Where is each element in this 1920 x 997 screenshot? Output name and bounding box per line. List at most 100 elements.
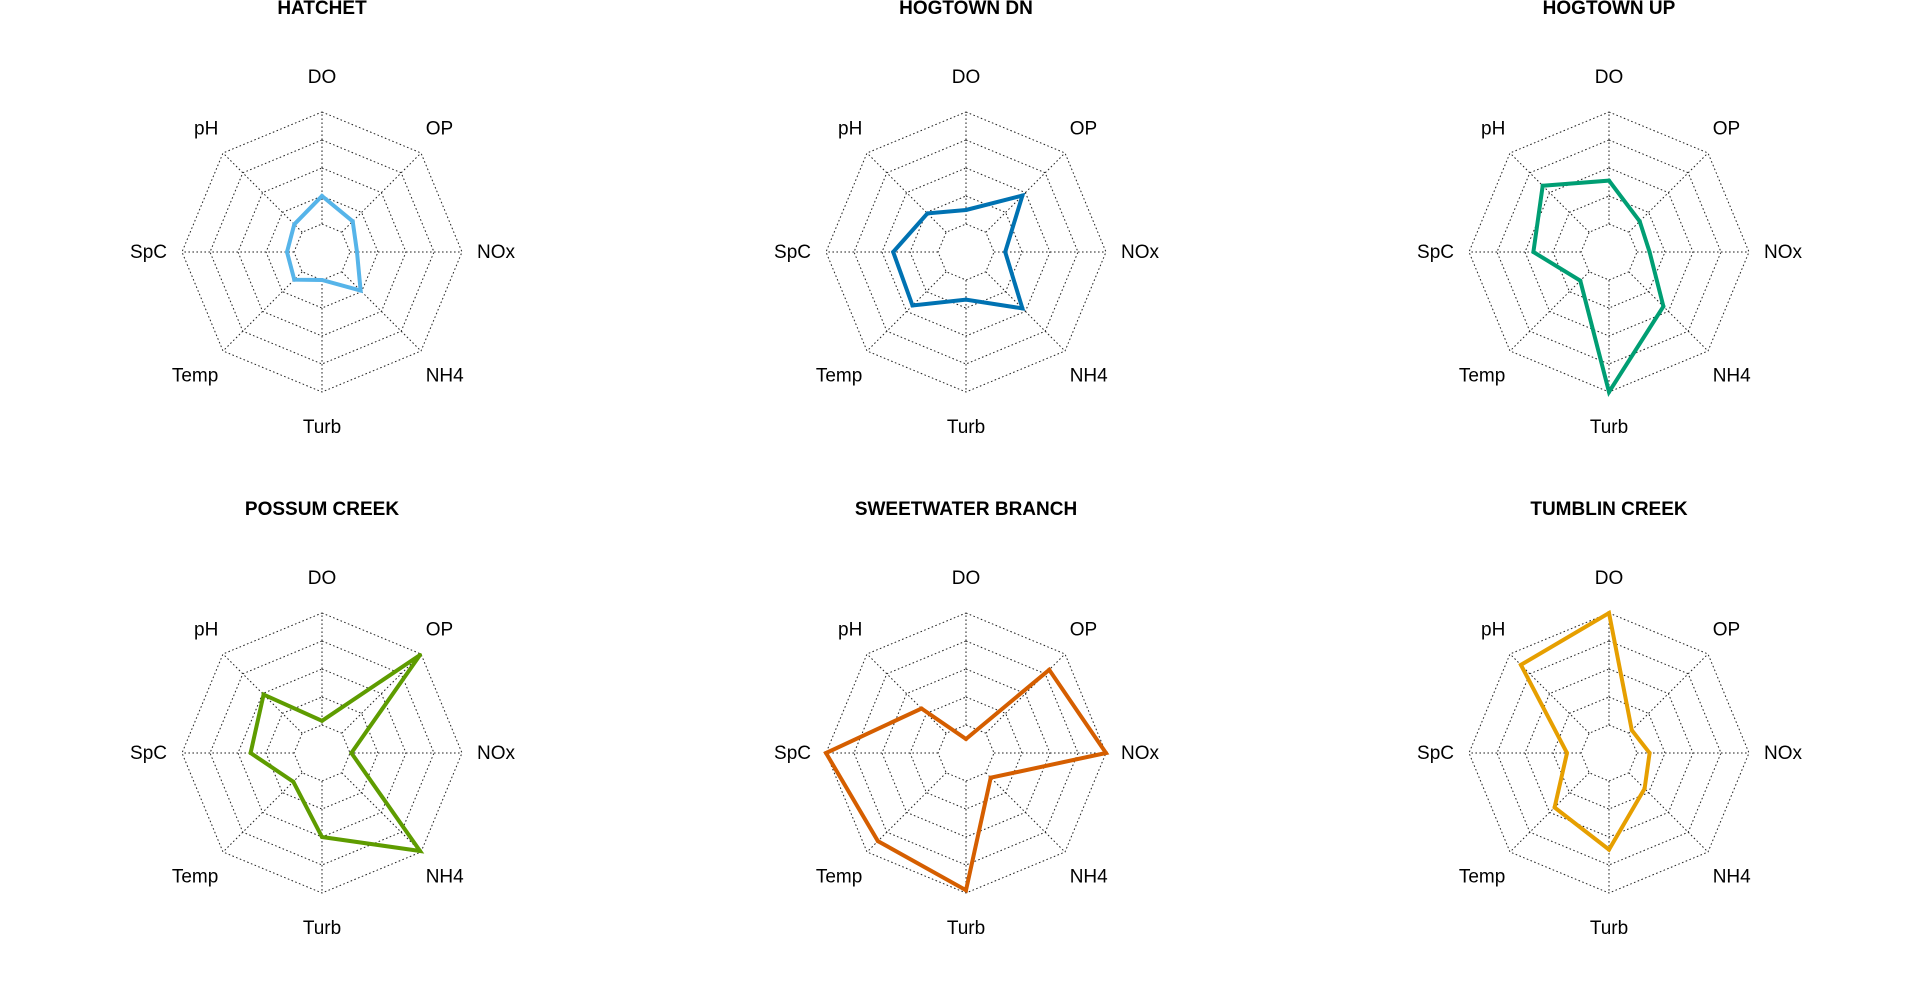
axis-label-turb: Turb xyxy=(303,417,341,438)
grid-ring xyxy=(909,696,1023,810)
data-point-nox xyxy=(1647,250,1652,254)
grid-ring xyxy=(1552,195,1666,309)
data-point-op xyxy=(350,219,355,224)
axis-label-op: OP xyxy=(1713,118,1740,139)
radar-panel-hatchet: HATCHET DO OP NOx NH4 Turb Temp SpC pH xyxy=(130,0,515,438)
data-point-nox xyxy=(1003,250,1008,254)
axis-label-nox: NOx xyxy=(1121,743,1160,764)
grid-spoke xyxy=(866,653,947,734)
axis-label-nh4: NH4 xyxy=(426,366,464,387)
series-line xyxy=(284,193,363,294)
axis-label-turb: Turb xyxy=(947,918,985,939)
grid-ring xyxy=(909,195,1023,309)
radar-panel-possum-creek: POSSUM CREEK DO OP NOx NH4 Turb Temp SpC pH xyxy=(130,499,515,939)
axis-label-ph: pH xyxy=(1481,619,1505,640)
axis-label-spc: SpC xyxy=(1417,743,1454,764)
grid-ring xyxy=(181,111,463,393)
axis-label-op: OP xyxy=(1070,118,1097,139)
axis-label-nh4: NH4 xyxy=(426,867,464,888)
grid-spoke xyxy=(866,772,947,853)
radar-panel-sweetwater-branch: SWEETWATER BRANCH DO OP NOx NH4 Turb Temp SpC pH xyxy=(774,499,1159,939)
data-point-ph xyxy=(261,692,266,697)
data-point-turb xyxy=(1607,847,1611,852)
data-point-do xyxy=(1607,178,1611,183)
panel-title: HOGTOWN DN xyxy=(899,0,1033,19)
axis-label-spc: SpC xyxy=(130,743,167,764)
data-point-nox xyxy=(1104,751,1108,755)
panel-title: HATCHET xyxy=(277,0,367,19)
axis-label-temp: Temp xyxy=(172,867,218,888)
data-point-spc xyxy=(248,751,253,755)
grid-ring xyxy=(881,668,1051,838)
data-point-nh4 xyxy=(358,288,363,293)
data-point-op xyxy=(1047,667,1052,672)
axis-label-turb: Turb xyxy=(303,918,341,939)
grid-ring xyxy=(209,640,435,866)
grid-spoke xyxy=(985,152,1066,233)
data-point-ph xyxy=(919,706,924,711)
panel-title: POSSUM CREEK xyxy=(245,499,399,520)
data-point-spc xyxy=(824,751,828,755)
grid-spoke xyxy=(222,271,303,352)
grid-spoke xyxy=(222,152,303,233)
data-point-nh4 xyxy=(418,849,422,853)
axis-label-turb: Turb xyxy=(1590,918,1628,939)
axis-label-temp: Temp xyxy=(1459,867,1505,888)
grid-ring xyxy=(937,724,995,782)
axis-label-temp: Temp xyxy=(1459,366,1505,387)
data-point-temp xyxy=(1552,805,1557,810)
axis-label-nh4: NH4 xyxy=(1070,867,1108,888)
axis-label-turb: Turb xyxy=(1590,417,1628,438)
axis-label-ph: pH xyxy=(838,619,862,640)
grid-ring xyxy=(1496,640,1722,866)
grid-spoke xyxy=(985,271,1066,352)
grid-ring xyxy=(1496,139,1722,365)
radar-panel-tumblin-creek: TUMBLIN CREEK DO OP NOx NH4 Turb Temp SpC pH xyxy=(1417,499,1802,939)
grid-spoke xyxy=(341,152,422,233)
grid-ring xyxy=(825,111,1107,393)
data-point-nh4 xyxy=(1020,306,1025,311)
axis-label-nox: NOx xyxy=(1121,242,1160,263)
grid-ring xyxy=(293,223,351,281)
grid-ring xyxy=(1468,612,1750,894)
panel-title: TUMBLIN CREEK xyxy=(1530,499,1688,520)
grid-spoke xyxy=(985,653,1066,734)
data-point-spc xyxy=(1565,751,1569,755)
data-point-do xyxy=(964,208,968,212)
data-point-turb xyxy=(320,835,324,839)
data-point-turb xyxy=(1607,390,1611,394)
axis-label-op: OP xyxy=(1070,619,1097,640)
axis-label-do: DO xyxy=(308,67,337,88)
data-point-spc xyxy=(891,250,896,254)
grid-spoke xyxy=(1509,271,1590,352)
axis-label-nox: NOx xyxy=(1764,242,1803,263)
panel-title: SWEETWATER BRANCH xyxy=(855,499,1077,520)
data-point-turb xyxy=(964,297,968,302)
grid-spoke xyxy=(341,772,422,853)
axis-label-spc: SpC xyxy=(1417,242,1454,263)
axis-label-ph: pH xyxy=(838,118,862,139)
axis-label-ph: pH xyxy=(194,118,218,139)
axis-label-do: DO xyxy=(1595,67,1624,88)
grid-spoke xyxy=(1628,152,1709,233)
data-point-nox xyxy=(1647,751,1652,755)
panel-title: HOGTOWN UP xyxy=(1543,0,1676,19)
grid-spoke xyxy=(866,152,947,233)
data-point-do xyxy=(320,194,324,198)
data-point-nh4 xyxy=(1642,786,1647,791)
data-point-temp xyxy=(910,303,915,308)
data-point-temp xyxy=(1578,278,1583,283)
grid-ring xyxy=(265,195,379,309)
grid-spoke xyxy=(1509,152,1590,233)
data-point-nh4 xyxy=(1661,304,1666,309)
data-point-nox xyxy=(355,250,359,254)
data-point-op xyxy=(418,653,422,657)
axis-label-nox: NOx xyxy=(1764,743,1803,764)
axis-label-do: DO xyxy=(308,568,337,589)
axis-label-temp: Temp xyxy=(816,366,862,387)
grid-ring xyxy=(937,223,995,281)
data-point-nh4 xyxy=(988,775,993,780)
data-point-ph xyxy=(292,222,297,227)
axis-label-nh4: NH4 xyxy=(1713,867,1751,888)
